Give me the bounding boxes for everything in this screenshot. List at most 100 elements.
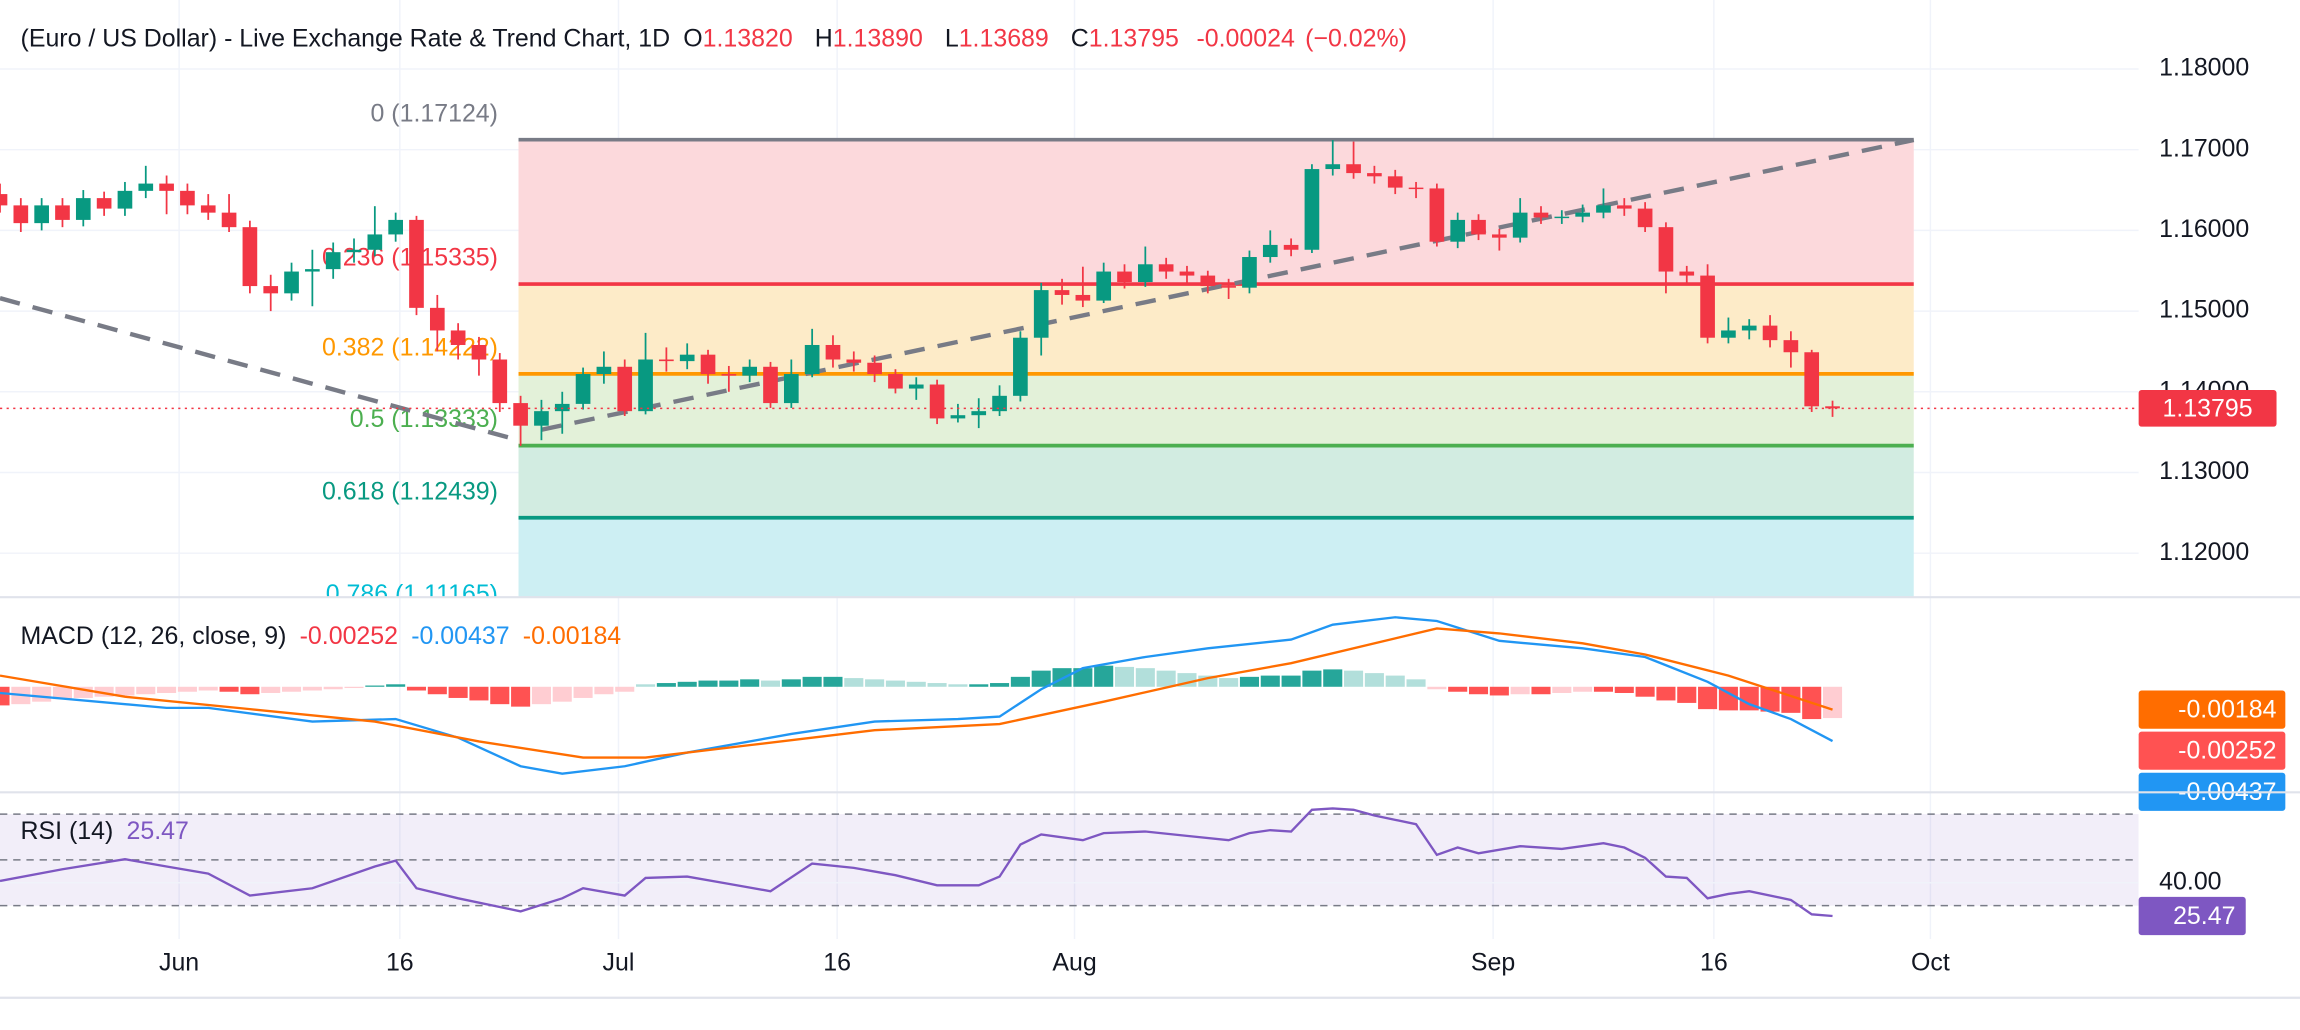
macd-histogram-bar <box>448 686 468 698</box>
candle-body <box>55 205 70 220</box>
macd-histogram-bar <box>1656 686 1676 701</box>
rsi-readout: 25.47 <box>127 816 189 844</box>
candle-body <box>1367 173 1382 177</box>
candle-body <box>1575 212 1590 217</box>
candle-body <box>575 374 591 404</box>
macd-histogram-bar <box>594 686 614 695</box>
macd-histogram-bar <box>490 686 510 705</box>
macd-histogram-bar <box>1531 686 1551 695</box>
fib-zone <box>518 373 1914 446</box>
rsi-title: RSI (14) <box>21 816 114 844</box>
macd-histogram-bar <box>719 680 739 687</box>
macd-histogram-bar <box>885 680 905 687</box>
candle-body <box>888 374 903 389</box>
candle-body <box>1804 352 1820 407</box>
candle-body <box>1471 219 1486 235</box>
macd-histogram-bar <box>1198 675 1218 687</box>
candle-body <box>908 384 924 389</box>
macd-histogram-bar <box>1302 670 1322 687</box>
candle-body <box>388 219 403 235</box>
y-tick-label: 40.00 <box>2159 867 2221 895</box>
x-tick-label: Aug <box>1052 949 1096 977</box>
ohlc-value: 1.13820 <box>703 24 793 52</box>
y-tick-label: 1.12000 <box>2159 538 2249 566</box>
x-tick-label: Sep <box>1471 949 1515 977</box>
candle-body <box>96 198 112 209</box>
candle-body <box>1242 257 1257 288</box>
candle-body <box>1158 264 1174 272</box>
fib-label: 0.786 (1.11165) <box>326 580 498 608</box>
macd-histogram-bar <box>760 680 781 687</box>
macd-histogram-bar <box>781 679 801 687</box>
candle-body <box>1054 290 1070 295</box>
macd-histogram-bar <box>427 686 447 695</box>
fib-label: 0 (1.17124) <box>371 99 498 127</box>
candle-body <box>1596 205 1611 213</box>
candle-body <box>1221 286 1236 288</box>
y-tick-label: 1.15000 <box>2159 296 2249 324</box>
change-percent: (−0.02%) <box>1305 24 1407 52</box>
candle-body <box>13 205 29 224</box>
candle-body <box>284 271 299 294</box>
macd-histogram-bar <box>740 679 760 687</box>
candle-body <box>1741 325 1757 331</box>
candle-body <box>1137 264 1153 283</box>
candle-body <box>1387 176 1403 188</box>
candle-body <box>1679 271 1695 276</box>
macd-readout: -0.00437 <box>411 621 509 649</box>
macd-histogram-bar <box>990 683 1010 687</box>
candle-body <box>180 190 195 206</box>
macd-histogram-bar <box>573 686 593 698</box>
x-tick-label: Jul <box>603 949 635 977</box>
macd-header: MACD (12, 26, close, 9) -0.00252 -0.00437-… <box>21 621 622 649</box>
candle-body <box>1096 271 1112 301</box>
macd-value-label: -0.00184 <box>2178 696 2277 724</box>
price-pane: 0 (1.17124)0.236 (1.15335)0.382 (1.14222… <box>0 99 2139 608</box>
macd-histogram-bar <box>1593 686 1613 692</box>
candle-body <box>1304 169 1320 250</box>
candle-body <box>783 374 799 404</box>
candle-body <box>200 205 216 213</box>
rsi-value-label: 25.47 <box>2173 902 2235 930</box>
candle-body <box>492 359 508 404</box>
ohlc-key: L <box>945 24 959 52</box>
candle-body <box>513 403 528 426</box>
macd-histogram-bar <box>1781 686 1801 713</box>
candle-body <box>1262 244 1278 258</box>
macd-readout: -0.00184 <box>523 621 622 649</box>
candle-body <box>1283 244 1299 250</box>
rsi-value-box <box>2138 896 2246 936</box>
fib-label: 0.618 (1.12439) <box>322 477 498 505</box>
candle-body <box>117 190 133 209</box>
candle-body <box>1554 216 1570 219</box>
candle-body <box>1179 271 1195 276</box>
macd-histogram-bar <box>365 685 385 687</box>
macd-title: MACD (12, 26, close, 9) <box>21 621 287 649</box>
rsi-line <box>0 807 1833 918</box>
candle-body <box>867 362 882 375</box>
candle-body <box>367 234 383 250</box>
ohlc-value: 1.13689 <box>959 24 1049 52</box>
ohlc-key: H <box>815 24 833 52</box>
macd-histogram-bar <box>1094 665 1114 687</box>
candle-body <box>1346 164 1361 174</box>
macd-histogram-bar <box>1385 675 1405 687</box>
macd-histogram-bar <box>1073 668 1093 687</box>
x-tick-label: Oct <box>1911 949 1950 977</box>
last-price-box <box>2138 389 2277 427</box>
x-tick-label: 16 <box>823 949 851 977</box>
macd-histogram-bar <box>1489 686 1509 696</box>
x-tick-label: 16 <box>386 949 414 977</box>
fib-label: 0.5 (1.13333) <box>350 405 498 433</box>
macd-histogram-bar <box>948 684 968 687</box>
macd-histogram-bar <box>1510 686 1530 695</box>
candle-body <box>1325 164 1341 170</box>
candle-body <box>450 330 466 345</box>
candle-body <box>992 395 1007 412</box>
candle-body <box>596 366 612 375</box>
candle-body <box>242 227 258 287</box>
macd-histogram-bar <box>1406 679 1426 687</box>
macd-line <box>0 616 1834 775</box>
macd-histogram-bar <box>52 686 73 700</box>
candle-body <box>742 366 758 376</box>
